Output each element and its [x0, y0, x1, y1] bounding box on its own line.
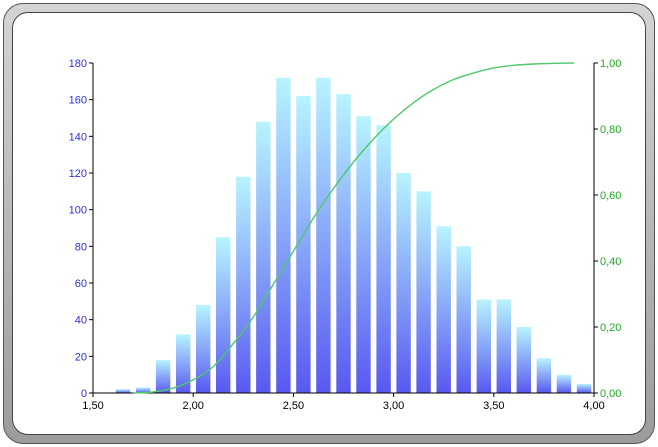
histogram-bar	[115, 389, 131, 393]
left-tick-label: 20	[75, 351, 87, 363]
right-tick-label: 0,80	[600, 124, 621, 136]
left-tick-label: 40	[75, 315, 87, 327]
histogram-bar	[155, 360, 171, 393]
x-tick-label: 3,00	[383, 400, 404, 412]
histogram-bar	[196, 305, 211, 393]
right-tick-label: 0,20	[600, 322, 621, 334]
histogram-bar	[436, 226, 451, 393]
histogram-bar	[496, 299, 511, 393]
cumulative-curve-layer	[133, 62, 575, 394]
right-tick-label: 0,60	[600, 190, 621, 202]
right-tick-label: 1,00	[600, 58, 621, 70]
chart-axes	[89, 62, 598, 397]
tick-labels: 0 20 40 60 80 100 120 140 160 180 0,00 0,20 0,40 0,60…	[69, 58, 622, 412]
histogram-bar	[276, 77, 291, 393]
histogram-bar	[476, 299, 491, 393]
left-tick-label: 100	[69, 205, 87, 217]
x-tick-label: 3,50	[483, 400, 504, 412]
left-tick-label: 60	[75, 278, 87, 290]
x-tick-label: 2,00	[182, 400, 203, 412]
histogram-bar	[456, 246, 471, 393]
x-tick-label: 2,50	[283, 400, 304, 412]
histogram-bar	[376, 125, 391, 394]
right-tick-label: 0,40	[600, 256, 621, 268]
histogram-bar	[416, 191, 431, 393]
left-tick-label: 140	[69, 131, 87, 143]
histogram-bar	[396, 173, 411, 393]
histogram-bar	[256, 121, 271, 393]
histogram-bar	[176, 334, 191, 393]
histogram-bar	[556, 374, 572, 393]
left-tick-label: 80	[75, 241, 87, 253]
cumulative-line	[133, 62, 575, 394]
histogram-bar	[516, 327, 531, 393]
histogram-bar	[135, 387, 151, 393]
histogram-bar	[316, 77, 331, 393]
left-tick-label: 160	[69, 95, 87, 107]
histogram-bar	[236, 176, 251, 393]
right-tick-label: 0,00	[600, 388, 621, 400]
left-tick-label: 0	[81, 388, 87, 400]
histogram-bar	[576, 383, 592, 393]
histogram-bars	[115, 77, 592, 394]
histogram-bar	[536, 358, 552, 393]
histogram-bar	[296, 96, 311, 393]
left-tick-label: 120	[69, 168, 87, 180]
left-tick-label: 180	[69, 58, 87, 70]
histogram-bar	[336, 94, 351, 393]
x-tick-label: 1,50	[82, 400, 103, 412]
histogram-bar	[356, 116, 371, 393]
histogram-bar	[216, 237, 231, 393]
x-tick-label: 4,00	[583, 400, 604, 412]
